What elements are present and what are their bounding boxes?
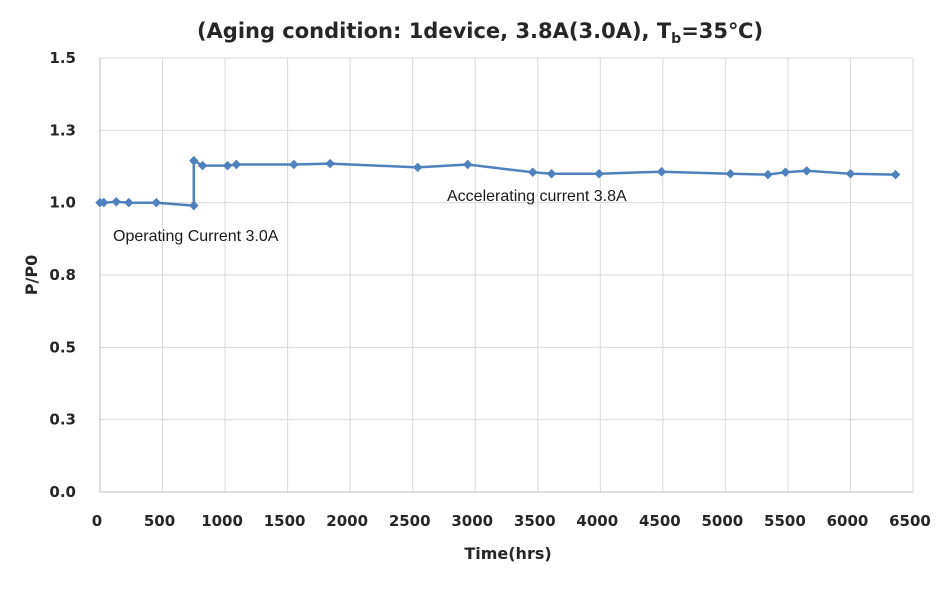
axes <box>99 58 913 493</box>
x-tick-label: 4000 <box>576 512 618 530</box>
x-axis-label: Time(hrs) <box>464 544 551 563</box>
data-point-marker <box>412 162 423 173</box>
series-layer <box>95 155 901 211</box>
data-point-marker <box>656 166 667 177</box>
data-point-marker <box>763 169 773 180</box>
y-tick-labels: 0.0 0.3 0.5 0.8 1.0 1.3 1.5 <box>49 49 76 501</box>
data-point-marker <box>231 159 242 170</box>
x-tick-label: 4500 <box>639 512 681 530</box>
data-point-marker <box>801 166 812 176</box>
data-point-marker <box>197 160 208 171</box>
y-tick-label: 1.0 <box>49 194 76 212</box>
data-point-marker <box>189 200 199 211</box>
data-point-marker <box>289 159 299 170</box>
chart-title-suffix: =35℃) <box>681 19 763 43</box>
x-tick-label: 6500 <box>889 512 931 530</box>
x-tick-label: 3500 <box>514 512 556 530</box>
data-point-marker <box>98 197 109 208</box>
x-tick-label: 2000 <box>326 512 368 530</box>
x-tick-label: 3000 <box>451 512 493 530</box>
data-point-marker <box>890 169 901 180</box>
x-tick-label: 5000 <box>702 512 744 530</box>
chart-title: (Aging condition: 1device, 3.8A(3.0A), T… <box>197 19 763 47</box>
y-tick-label: 0.3 <box>49 411 76 429</box>
data-point-marker <box>151 197 162 208</box>
data-point-marker <box>222 160 233 171</box>
y-tick-label: 0.0 <box>49 483 76 501</box>
data-point-marker <box>325 158 335 169</box>
x-tick-label: 2500 <box>389 512 431 530</box>
x-tick-label: 6000 <box>827 512 869 530</box>
gridlines <box>100 57 914 492</box>
data-point-marker <box>111 197 122 207</box>
y-tick-label: 0.5 <box>49 338 76 356</box>
data-point-marker <box>462 159 473 170</box>
y-tick-label: 0.8 <box>49 266 76 284</box>
x-tick-label: 1500 <box>264 512 306 530</box>
x-tick-label: 5500 <box>764 512 806 530</box>
x-tick-labels: 0 500 1000 1500 2000 2500 3000 3500 4000 4500 5000… <box>92 512 931 530</box>
y-tick-label: 1.5 <box>49 49 76 67</box>
data-point-marker <box>124 197 134 208</box>
data-point-marker <box>594 168 604 179</box>
x-tick-label: 1000 <box>201 512 243 530</box>
data-point-marker <box>780 167 791 178</box>
data-point-marker <box>845 168 856 179</box>
data-point-marker <box>189 155 199 166</box>
data-point-marker <box>528 167 538 178</box>
chart-title-subscript: b <box>671 31 681 47</box>
annotation-operating-current: Operating Current 3.0A <box>113 228 279 245</box>
x-tick-label: 500 <box>144 512 175 530</box>
data-point-marker <box>546 168 557 179</box>
x-tick-label: 0 <box>92 512 102 530</box>
y-axis-label: P/P0 <box>22 255 41 295</box>
chart-title-prefix: (Aging condition: 1device, 3.8A(3.0A), T <box>197 19 672 43</box>
annotation-accelerating-current: Accelerating current 3.8A <box>447 188 627 205</box>
y-tick-label: 1.3 <box>49 121 76 139</box>
data-point-marker <box>725 168 736 179</box>
